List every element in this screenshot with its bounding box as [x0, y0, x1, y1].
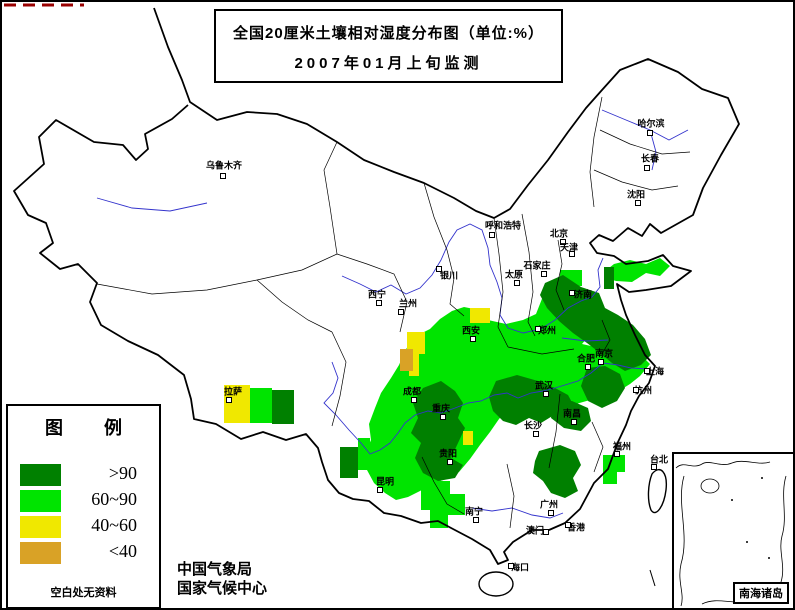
- legend-title: 图 例: [44, 418, 140, 438]
- legend-swatch: [20, 464, 61, 486]
- river-lines: [96, 109, 689, 519]
- humidity-region-60-90: [250, 388, 272, 423]
- legend: 图 例 >90 60~90 40~60 <40 空白处无资料: [6, 404, 161, 608]
- china-national-boundary: [13, 7, 740, 565]
- small-island-line: [649, 569, 656, 587]
- legend-swatch: [20, 542, 61, 564]
- humidity-region-60-90: [421, 481, 465, 528]
- humidity-region-gt90: [533, 445, 581, 498]
- humidity-region-gt90: [581, 366, 625, 408]
- hainan-island: [478, 571, 514, 597]
- legend-label: 60~90: [91, 489, 137, 509]
- map-title-box: 全国20厘米土壤相对湿度分布图（单位:%） 2007年01月上旬监测: [214, 9, 563, 83]
- humidity-region-60-90: [358, 438, 370, 470]
- legend-swatch: [20, 516, 61, 538]
- humidity-region-gt90: [551, 401, 591, 431]
- legend-row: <40: [8, 540, 159, 566]
- humidity-region-gt90: [272, 390, 294, 424]
- humidity-region-lt40: [400, 349, 413, 371]
- map-subtitle: 2007年01月上旬监测: [294, 55, 483, 72]
- credits-agency: 中国气象局: [177, 561, 253, 578]
- humidity-region-60-90: [603, 455, 625, 484]
- credits-center: 国家气候中心: [177, 580, 268, 597]
- legend-row: >90: [8, 462, 159, 488]
- taiwan-island: [647, 469, 667, 514]
- credits: 中国气象局 国家气候中心: [177, 560, 267, 598]
- province-boundary-lines: [96, 96, 691, 529]
- legend-label: 40~60: [91, 515, 137, 535]
- humidity-region-gt90: [340, 447, 358, 478]
- humidity-region-gt90: [411, 381, 465, 481]
- humidity-region-60-90: [604, 258, 670, 282]
- legend-footnote: 空白处无资料: [50, 587, 117, 599]
- legend-label: <40: [108, 541, 137, 561]
- humidity-region-gt90: [604, 267, 614, 289]
- humidity-region-40-60: [470, 308, 490, 323]
- legend-row: 60~90: [8, 488, 159, 514]
- humidity-region-gt90: [540, 275, 651, 371]
- map-title: 全国20厘米土壤相对湿度分布图（单位:%）: [232, 25, 545, 42]
- south-china-sea-inset: 南海诸岛: [672, 452, 793, 608]
- legend-row: 40~60: [8, 514, 159, 540]
- humidity-region-layer: [224, 258, 670, 528]
- humidity-region-40-60: [463, 431, 473, 445]
- humidity-region-40-60: [224, 385, 250, 423]
- legend-swatch: [20, 490, 61, 512]
- legend-label: >90: [108, 463, 137, 483]
- legend-items: >90 60~90 40~60 <40: [8, 462, 159, 566]
- inset-label: 南海诸岛: [733, 582, 789, 604]
